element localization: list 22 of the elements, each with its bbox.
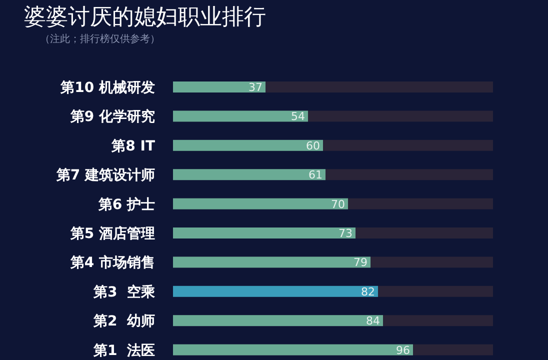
y-tick-label: 第7 建筑设计师	[55, 168, 155, 184]
y-tick-label: 第9 化学研究	[69, 108, 155, 126]
data-label: 54	[291, 110, 305, 124]
y-tick-label: 第1 法医	[92, 342, 155, 359]
y-tick-label: 第4 市场销售	[69, 254, 155, 272]
data-label: 60	[306, 139, 320, 152]
y-tick-label: 第2 幼师	[92, 314, 155, 330]
y-tick-label: 第5 酒店管理	[69, 225, 155, 242]
y-tick-label: 第3 空乘	[92, 283, 156, 300]
data-label: 37	[248, 81, 262, 94]
data-label: 82	[361, 285, 375, 298]
data-label: 79	[354, 256, 368, 270]
data-label: 96	[396, 344, 410, 357]
chart-title: 婆婆讨厌的媳妇职业排行	[24, 5, 266, 30]
data-label: 73	[338, 227, 352, 240]
data-label: 61	[308, 168, 322, 182]
y-tick-label: 第6 护士	[97, 196, 155, 213]
data-label: 84	[366, 314, 380, 328]
chart-subtitle: （注此；排行榜仅供参考）	[40, 33, 160, 45]
y-tick-label: 第10 机械研发	[60, 80, 155, 96]
data-label: 70	[331, 198, 345, 211]
y-tick-label: 第8 IT	[110, 138, 156, 154]
